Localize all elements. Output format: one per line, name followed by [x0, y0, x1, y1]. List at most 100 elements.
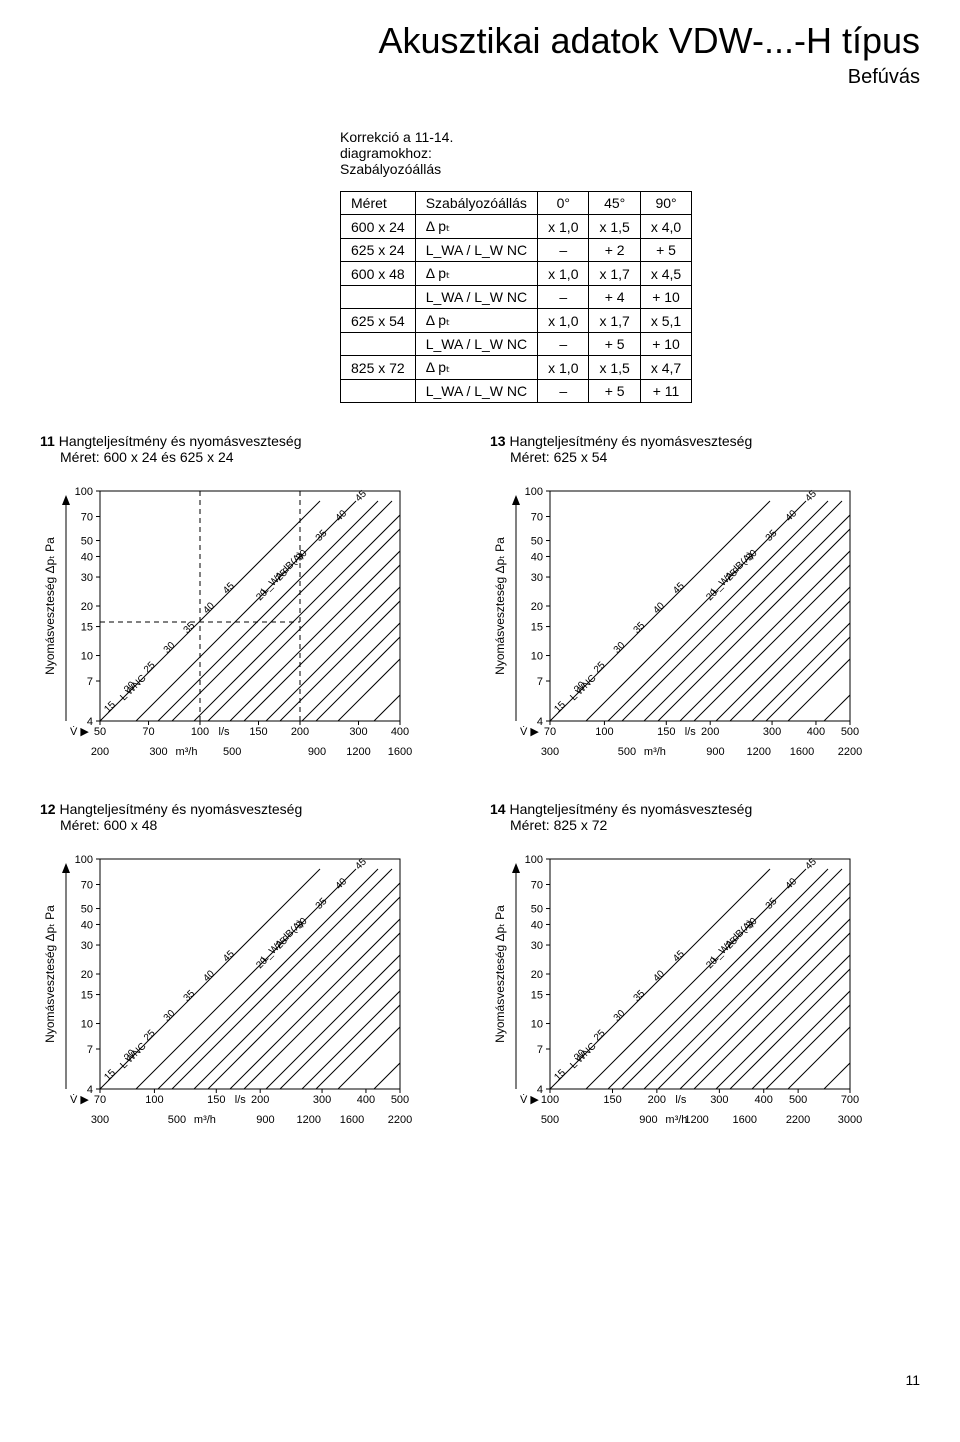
table-cell: x 1,5 — [589, 215, 640, 239]
table-row: L_WA / L_W NC–+ 4+ 10 — [341, 286, 692, 309]
x-tick-top: 400 — [357, 1094, 375, 1106]
diag-label-lwnc: 30 — [162, 1008, 178, 1024]
diag-label-lwnc: 40 — [201, 968, 217, 984]
y-tick: 50 — [531, 904, 543, 916]
page-subtitle: Befúvás — [40, 66, 920, 89]
y-tick: 40 — [81, 919, 93, 931]
table-cell: + 2 — [589, 239, 640, 262]
table-cell: x 1,0 — [538, 215, 589, 239]
y-tick: 30 — [81, 572, 93, 584]
y-tick: 100 — [75, 486, 93, 498]
table-cell: Δ pₜ — [415, 262, 537, 286]
diag-label-lwnc: 30 — [612, 1008, 628, 1024]
y-tick: 15 — [81, 622, 93, 634]
x-tick-top: 500 — [789, 1094, 807, 1106]
table-row: 600 x 24Δ pₜx 1,0x 1,5x 4,0 — [341, 215, 692, 239]
x-tick-top: 150 — [207, 1094, 225, 1106]
table-cell: + 5 — [589, 380, 640, 403]
x-tick-top: 400 — [391, 726, 409, 738]
y-tick: 70 — [81, 511, 93, 523]
y-tick: 50 — [531, 536, 543, 548]
y-tick: 10 — [531, 651, 543, 663]
y-tick: 7 — [87, 1044, 93, 1056]
x-unit-top: l/s — [685, 726, 697, 738]
x-tick-top: 70 — [94, 1094, 106, 1106]
y-axis-label: Nyomásveszteség Δpₜ Pa — [43, 905, 57, 1043]
y-tick: 20 — [531, 969, 543, 981]
table-cell: Δ pₜ — [415, 309, 537, 333]
chart-14: Nyomásveszteség Δpₜ Pa471015203040507010… — [490, 839, 900, 1149]
correction-note: Korrekció a 11-14. diagramokhoz: Szabály… — [340, 129, 920, 177]
y-tick: 70 — [531, 879, 543, 891]
diag-label-lwnc: 25 — [592, 1028, 608, 1044]
x-tick-bottom: 1600 — [340, 1114, 364, 1126]
arrow-up-icon — [62, 495, 70, 505]
x-tick-top: 70 — [544, 726, 556, 738]
table-cell: – — [538, 239, 589, 262]
table-header-cell: 0° — [538, 192, 589, 215]
x-tick-bottom: 1200 — [296, 1114, 320, 1126]
x-tick-bottom: 1200 — [746, 746, 770, 758]
x-tick-bottom: 900 — [706, 746, 724, 758]
table-cell: x 4,0 — [640, 215, 691, 239]
y-tick: 20 — [81, 969, 93, 981]
y-tick: 40 — [81, 551, 93, 563]
x-tick-bottom: 500 — [618, 746, 636, 758]
diag-label-lwnc: 30 — [612, 640, 628, 656]
table-cell: 600 x 48 — [341, 262, 416, 286]
table-row: 600 x 48Δ pₜx 1,0x 1,7x 4,5 — [341, 262, 692, 286]
table-row: L_WA / L_W NC–+ 5+ 10 — [341, 333, 692, 356]
x-tick-bottom: 900 — [308, 746, 326, 758]
diag-label-lwnc: 25 — [142, 660, 158, 676]
lwa-label: L_WA dB(A) — [709, 550, 755, 596]
x-tick-bottom: 500 — [223, 746, 241, 758]
table-cell — [341, 333, 416, 356]
table-header-cell: 45° — [589, 192, 640, 215]
table-cell: L_WA / L_W NC — [415, 286, 537, 309]
table-cell: Δ pₜ — [415, 356, 537, 380]
x-tick-top: 300 — [763, 726, 781, 738]
table-cell: L_WA / L_W NC — [415, 380, 537, 403]
y-tick: 30 — [81, 940, 93, 952]
table-cell: L_WA / L_W NC — [415, 333, 537, 356]
y-tick: 7 — [87, 676, 93, 688]
diag-label-lwnc: 45 — [221, 948, 237, 964]
diag-label-lwnc: 40 — [651, 600, 667, 616]
y-tick: 10 — [81, 651, 93, 663]
table-cell: + 10 — [640, 333, 691, 356]
x-tick-top: 200 — [291, 726, 309, 738]
table-row: 625 x 24L_WA / L_W NC–+ 2+ 5 — [341, 239, 692, 262]
x-tick-bottom: 500 — [168, 1114, 186, 1126]
lwa-label: L_WA dB(A) — [259, 550, 305, 596]
chart-block-14: 14 Hangteljesítmény és nyomásveszteségMé… — [490, 801, 920, 1149]
x-tick-top: 70 — [142, 726, 154, 738]
arrow-up-icon — [512, 863, 520, 873]
arrow-up-icon — [62, 863, 70, 873]
y-tick: 70 — [81, 879, 93, 891]
table-cell: x 5,1 — [640, 309, 691, 333]
x-tick-bottom: 1200 — [346, 746, 370, 758]
arrow-up-icon — [512, 495, 520, 505]
table-cell: x 1,7 — [589, 309, 640, 333]
x-tick-top: 400 — [755, 1094, 773, 1106]
x-tick-top: 200 — [251, 1094, 269, 1106]
y-tick: 15 — [531, 990, 543, 1002]
table-header-cell: Méret — [341, 192, 416, 215]
y-axis-label: Nyomásveszteség Δpₜ Pa — [43, 537, 57, 675]
vdot-label: V̇ ▶ — [520, 725, 539, 738]
x-tick-top: 150 — [657, 726, 675, 738]
y-axis-label: Nyomásveszteség Δpₜ Pa — [493, 905, 507, 1043]
x-tick-top: 500 — [391, 1094, 409, 1106]
table-row: 625 x 54Δ pₜx 1,0x 1,7x 5,1 — [341, 309, 692, 333]
diag-label-lwnc: 45 — [221, 580, 237, 596]
page-title: Akusztikai adatok VDW-...-H típus — [40, 20, 920, 62]
table-header-cell: Szabályozóállás — [415, 192, 537, 215]
diag-label-lwnc: 35 — [632, 988, 648, 1004]
table-cell: Δ pₜ — [415, 215, 537, 239]
x-unit-top: l/s — [235, 1094, 247, 1106]
page-number: 11 — [905, 1372, 920, 1388]
chart-title: 11 Hangteljesítmény és nyomásveszteségMé… — [40, 433, 470, 465]
diag-label-lwnc: 15 — [552, 1067, 568, 1083]
x-tick-top: 500 — [841, 726, 859, 738]
x-tick-top: 400 — [807, 726, 825, 738]
